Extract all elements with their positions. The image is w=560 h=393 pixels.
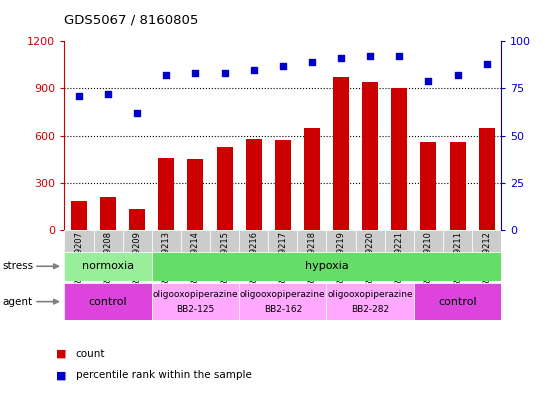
- Text: GDS5067 / 8160805: GDS5067 / 8160805: [64, 14, 199, 27]
- Bar: [275, 140, 291, 230]
- Bar: [64, 252, 152, 281]
- Bar: [71, 201, 87, 230]
- Text: BB2-282: BB2-282: [351, 305, 389, 314]
- Bar: [356, 230, 385, 252]
- Point: [162, 72, 171, 78]
- Point: [307, 59, 316, 65]
- Text: GSM1169221: GSM1169221: [395, 231, 404, 287]
- Text: GSM1169220: GSM1169220: [366, 231, 375, 287]
- Text: oligooxopiperazine: oligooxopiperazine: [240, 290, 325, 299]
- Text: BB2-125: BB2-125: [176, 305, 214, 314]
- Bar: [64, 230, 94, 252]
- Bar: [304, 128, 320, 230]
- Text: GSM1169209: GSM1169209: [133, 231, 142, 287]
- Text: control: control: [89, 297, 127, 307]
- Text: GSM1169212: GSM1169212: [482, 231, 491, 287]
- Point: [278, 62, 287, 69]
- Bar: [479, 128, 494, 230]
- Bar: [246, 139, 262, 230]
- Point: [191, 70, 200, 77]
- Text: GSM1169208: GSM1169208: [104, 231, 113, 287]
- Text: GSM1169210: GSM1169210: [424, 231, 433, 287]
- Text: stress: stress: [3, 261, 34, 271]
- Bar: [391, 88, 407, 230]
- Point: [249, 66, 258, 73]
- Bar: [94, 230, 123, 252]
- Bar: [362, 82, 378, 230]
- Bar: [210, 230, 239, 252]
- Bar: [414, 230, 443, 252]
- Point: [453, 72, 462, 78]
- Bar: [123, 230, 152, 252]
- Text: GSM1169215: GSM1169215: [220, 231, 229, 287]
- Bar: [129, 209, 145, 230]
- Text: oligooxopiperazine: oligooxopiperazine: [153, 290, 238, 299]
- Text: GSM1169211: GSM1169211: [453, 231, 462, 287]
- Bar: [326, 230, 356, 252]
- Bar: [100, 197, 116, 230]
- Text: ■: ■: [56, 370, 67, 380]
- Point: [366, 53, 375, 59]
- Bar: [152, 230, 181, 252]
- Point: [74, 93, 83, 99]
- Text: hypoxia: hypoxia: [305, 261, 348, 271]
- Bar: [239, 283, 326, 320]
- Bar: [152, 252, 501, 281]
- Text: GSM1169218: GSM1169218: [307, 231, 316, 287]
- Bar: [450, 142, 465, 230]
- Text: GSM1169207: GSM1169207: [74, 231, 83, 287]
- Text: BB2-162: BB2-162: [264, 305, 302, 314]
- Text: oligooxopiperazine: oligooxopiperazine: [328, 290, 413, 299]
- Bar: [64, 283, 152, 320]
- Point: [395, 53, 404, 59]
- Bar: [333, 77, 349, 230]
- Bar: [152, 283, 239, 320]
- Text: GSM1169219: GSM1169219: [337, 231, 346, 287]
- Text: ■: ■: [56, 349, 67, 359]
- Text: control: control: [438, 297, 477, 307]
- Bar: [268, 230, 297, 252]
- Text: agent: agent: [3, 297, 33, 307]
- Point: [482, 61, 491, 67]
- Bar: [472, 230, 501, 252]
- Text: normoxia: normoxia: [82, 261, 134, 271]
- Bar: [188, 159, 203, 230]
- Bar: [158, 158, 174, 230]
- Bar: [326, 283, 414, 320]
- Text: percentile rank within the sample: percentile rank within the sample: [76, 370, 251, 380]
- Point: [220, 70, 229, 77]
- Text: GSM1169213: GSM1169213: [162, 231, 171, 287]
- Bar: [217, 147, 232, 230]
- Bar: [181, 230, 210, 252]
- Bar: [297, 230, 326, 252]
- Point: [337, 55, 346, 61]
- Text: count: count: [76, 349, 105, 359]
- Point: [133, 110, 142, 116]
- Bar: [385, 230, 414, 252]
- Text: GSM1169214: GSM1169214: [191, 231, 200, 287]
- Text: GSM1169216: GSM1169216: [249, 231, 258, 287]
- Point: [104, 91, 113, 97]
- Bar: [414, 283, 501, 320]
- Text: GSM1169217: GSM1169217: [278, 231, 287, 287]
- Bar: [239, 230, 268, 252]
- Point: [424, 78, 433, 84]
- Bar: [421, 142, 436, 230]
- Bar: [443, 230, 472, 252]
